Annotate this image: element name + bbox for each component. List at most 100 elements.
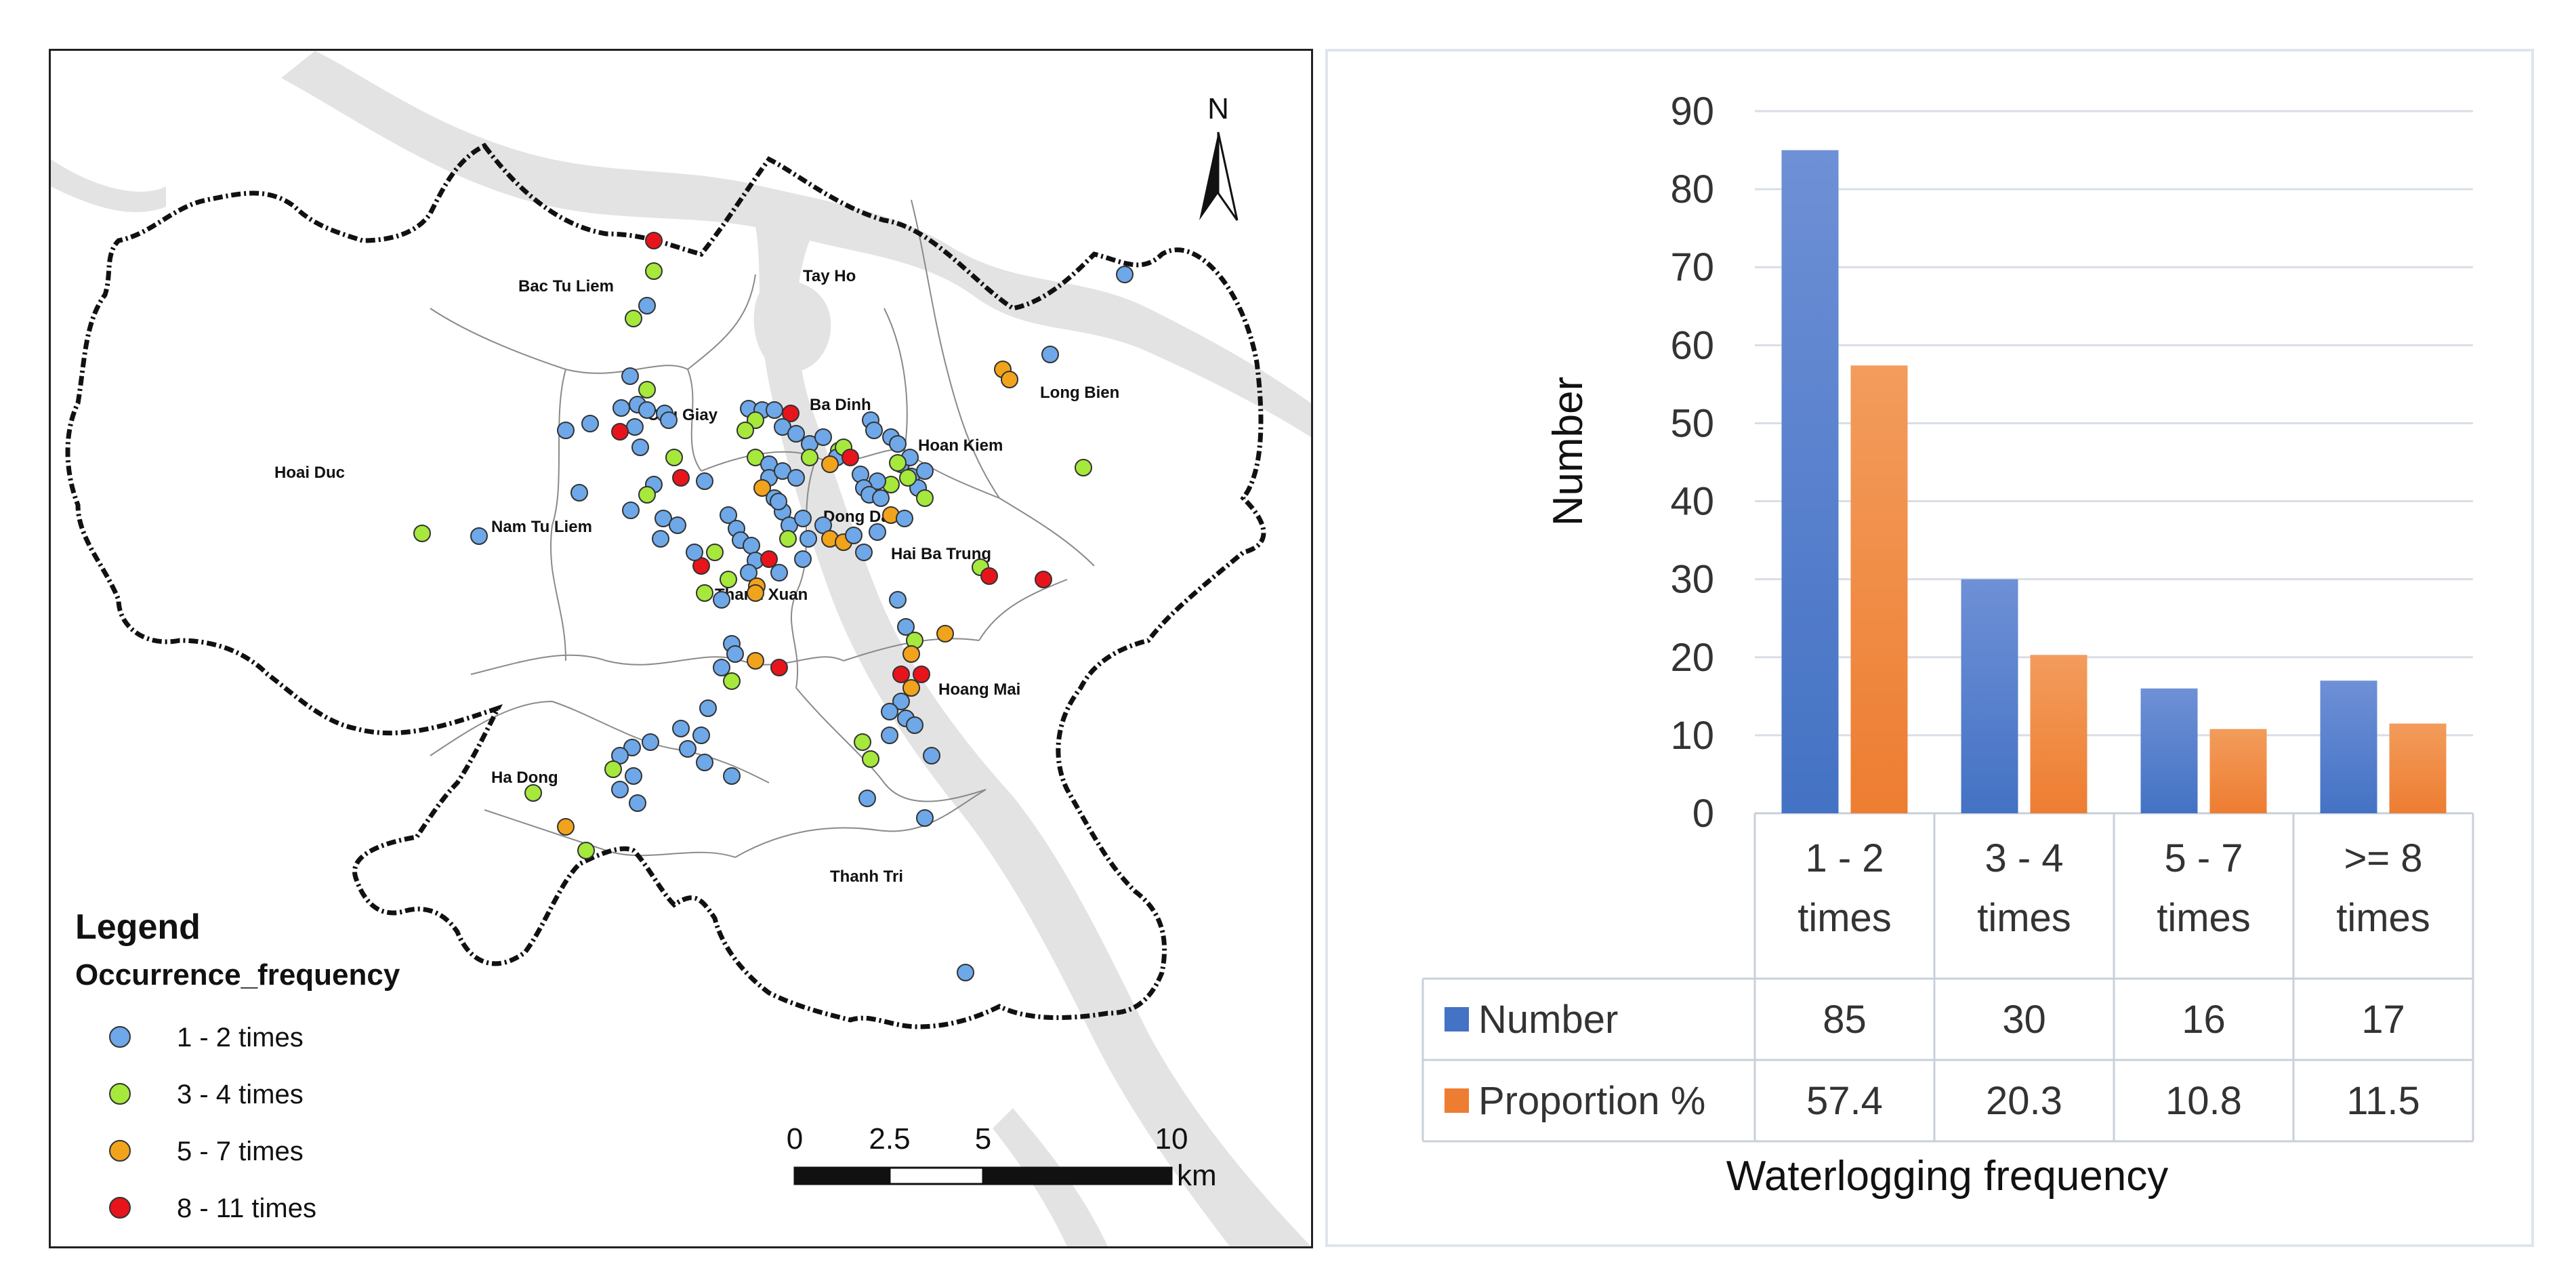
waterlogging-point [881,727,898,744]
table-cell-value: 85 [1823,998,1867,1042]
district-label: Dong Da [823,508,890,526]
waterlogging-point [794,550,812,568]
waterlogging-point [916,489,934,507]
district-label: Ba Dinh [810,396,871,414]
bars [1781,150,2447,814]
district-label: Hoan Kiem [918,436,1003,455]
waterlogging-point [770,564,788,581]
waterlogging-point [782,405,799,422]
waterlogging-point [854,733,871,751]
waterlogging-point [638,297,656,314]
waterlogging-point [858,790,876,807]
scale-tick-2: 5 [975,1122,991,1156]
waterlogging-point [696,472,713,490]
north-arrow-label: N [1207,92,1229,125]
waterlogging-point [645,232,663,249]
district-label: Hai Ba Trung [891,545,991,563]
waterlogging-point [740,564,757,581]
waterlogging-point [713,591,730,609]
waterlogging-point [747,584,764,602]
waterlogging-point [862,750,879,768]
waterlogging-point [889,591,907,609]
river [281,51,1311,1246]
waterlogging-point [699,699,717,717]
x-tick-label: times [1798,896,1892,940]
waterlogging-point [845,527,863,544]
x-tick-label: times [2157,896,2251,940]
bar [1850,365,1908,813]
waterlogging-point [872,489,890,507]
y-tick-label: 50 [1670,401,1714,445]
waterlogging-point [770,493,787,510]
legend-item-label: 5 - 7 times [177,1137,304,1166]
waterlogging-point [557,818,575,836]
waterlogging-point [799,530,817,548]
city-boundary [65,142,1266,1029]
waterlogging-point [936,625,954,642]
waterlogging-point [645,262,663,280]
x-tick-label: >= 8 [2344,836,2422,880]
waterlogging-point [638,401,656,419]
waterlogging-point [913,666,930,683]
scale-bar: 0 2.5 5 10 km [787,1122,1217,1192]
waterlogging-point [621,367,639,385]
table-cell-value: 11.5 [2346,1079,2420,1123]
y-tick-labels: 0 10 20 30 40 50 60 70 80 90 [1670,89,1714,836]
waterlogging-point [720,506,737,524]
waterlogging-point [743,537,760,554]
data-table: 1 - 2 times 3 - 4 times 5 - 7 times >= 8 times N… [1421,813,2474,1143]
district-label: Ha Dong [491,769,558,787]
legend-symbol [109,1026,131,1048]
waterlogging-point [726,645,744,663]
waterlogging-point [631,438,649,456]
waterlogging-point [696,754,713,771]
waterlogging-point [524,784,542,802]
bar [1781,150,1839,814]
x-tick-label: times [2336,896,2430,940]
waterlogging-point [611,781,629,798]
north-arrow-icon [1199,132,1218,220]
district-label: Thanh Tri [830,867,903,886]
waterlogging-point [629,794,646,812]
x-tick-label: 3 - 4 [1985,836,2063,880]
x-axis-label: Waterlogging frequency [1726,1153,2169,1200]
district-label: Long Bien [1040,384,1119,402]
waterlogging-point [706,544,724,561]
waterlogging-point [696,584,713,602]
waterlogging-point [723,672,741,690]
legend-field: Occurrence_frequency [75,958,400,992]
bar-chart: 0 10 20 30 40 50 60 70 80 90 1 - 2 times 3 - 4 times… [1421,89,2474,1200]
legend-item-label: 1 - 2 times [177,1023,304,1053]
waterlogging-point [1035,571,1052,588]
river-west [51,159,166,213]
district-boundaries [430,199,1095,858]
waterlogging-point [1001,371,1018,388]
waterlogging-point [794,510,812,527]
waterlogging-point [814,428,832,446]
waterlogging-point [622,502,640,519]
waterlogging-point [604,760,622,778]
waterlogging-point [1075,459,1092,476]
series-name: Proportion % [1478,1079,1705,1123]
waterlogging-point [869,523,886,541]
district-label: Hoang Mai [938,680,1020,699]
waterlogging-point [892,666,910,683]
y-tick-label: 70 [1670,245,1714,289]
x-tick-label: 5 - 7 [2164,836,2243,880]
district-label: Tay Ho [803,267,856,285]
waterlogging-point [413,525,431,542]
table-cell-value: 30 [2002,998,2046,1042]
table-cell-value: 16 [2182,998,2226,1042]
map-panel: Bac Tu Liem Tay Ho Long Bien Cau Giay Ba Din… [49,49,1313,1248]
series-name: Number [1478,998,1618,1042]
waterlogging-point [570,484,588,502]
waterlogging-point [881,703,898,720]
waterlogging-point [470,527,488,545]
waterlogging-point [821,455,839,473]
district-label: Nam Tu Liem [491,518,592,536]
waterlogging-point [720,571,737,588]
lake [753,280,831,373]
waterlogging-point [642,733,659,751]
waterlogging-point [760,550,778,568]
